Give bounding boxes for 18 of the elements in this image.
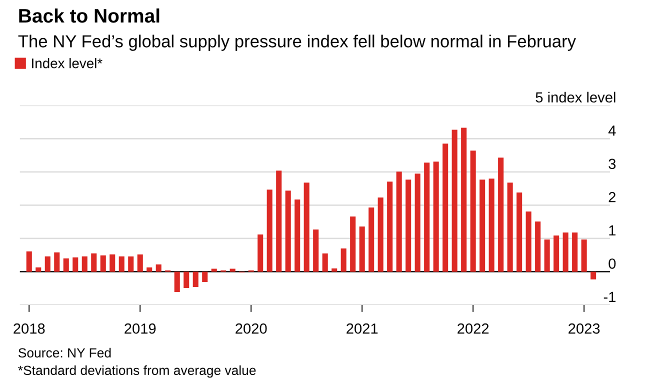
x-tick-label: 2019 bbox=[124, 323, 156, 334]
text: *Standard deviations from average value bbox=[18, 365, 256, 378]
x-tick-label: 2023 bbox=[568, 323, 600, 334]
y-tick-label: -1 bbox=[604, 292, 616, 302]
x-tick-label: 2018 bbox=[14, 323, 45, 334]
x-tick-label: 2021 bbox=[346, 323, 378, 334]
y-tick-label: 2 bbox=[608, 192, 616, 202]
source-note: Source: NY Fed bbox=[18, 348, 111, 358]
chart-title: Back to Normal bbox=[19, 8, 160, 23]
chart-subtitle: The NY Fed’s global supply pressure index fell below normal in February bbox=[18, 34, 576, 51]
y-tick-label: 3 bbox=[608, 158, 616, 170]
y-tick-label: 4 bbox=[608, 126, 616, 136]
x-tick-label: 2022 bbox=[458, 323, 489, 334]
legend-label: Index level* bbox=[32, 58, 102, 68]
x-tick-label: 2020 bbox=[236, 323, 267, 334]
y-tick-label: 0 bbox=[608, 258, 616, 269]
y-tick-label: 1 bbox=[609, 225, 616, 236]
y-tick-label: 5 index level bbox=[536, 92, 616, 103]
